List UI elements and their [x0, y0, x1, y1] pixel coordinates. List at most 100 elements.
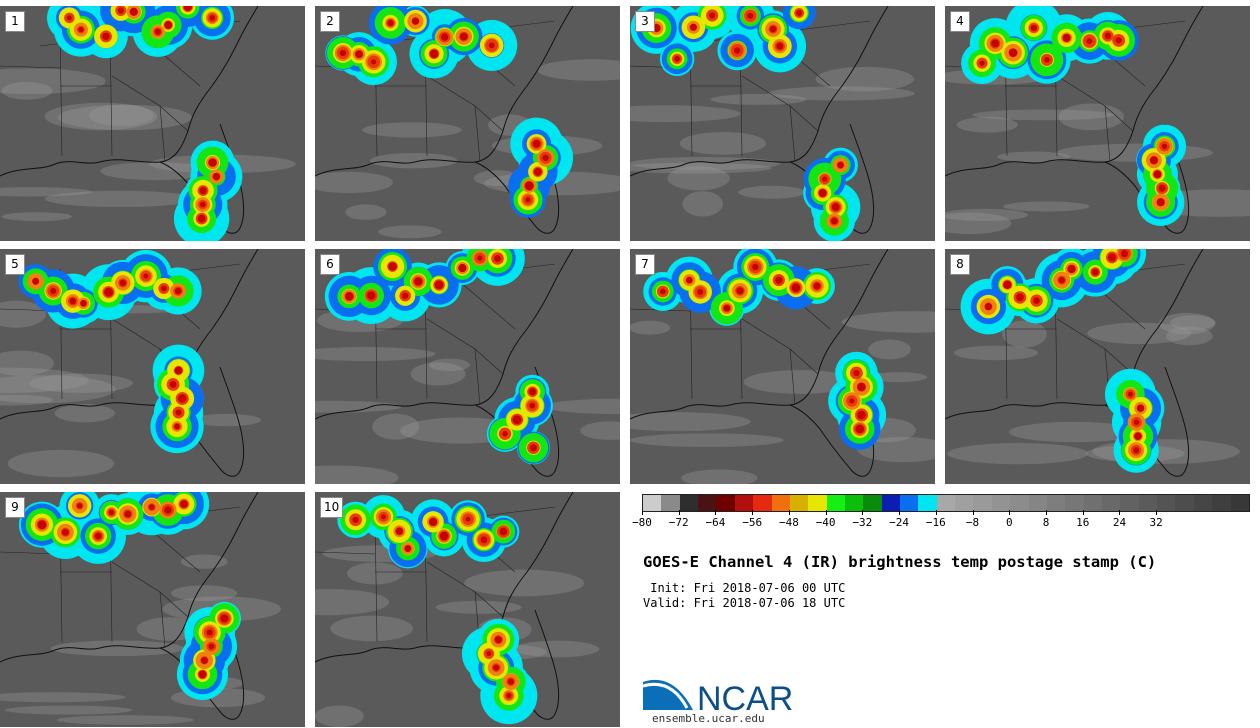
cirrus-cloud [0, 68, 106, 95]
cirrus-cloud [580, 421, 620, 440]
cirrus-cloud [0, 300, 46, 328]
panel-number: 9 [5, 497, 25, 518]
convective-cloud [747, 12, 754, 19]
cirrus-cloud [868, 339, 911, 360]
colorbar-tick-label: −72 [668, 516, 689, 529]
colorbar-swatch [1138, 495, 1158, 511]
convective-cloud [1120, 249, 1128, 258]
state-border [159, 105, 166, 163]
convective-cloud [180, 500, 188, 508]
convective-cloud [775, 276, 783, 284]
cirrus-cloud [315, 347, 436, 362]
ir-map [0, 249, 305, 484]
cirrus-cloud [681, 469, 758, 484]
panel-number: 5 [5, 254, 25, 275]
convective-cloud [199, 186, 207, 195]
cirrus-cloud [997, 151, 1071, 163]
colorbar-tick-label: 24 [1112, 516, 1127, 529]
cirrus-cloud [947, 442, 1089, 465]
cirrus-cloud [372, 413, 420, 440]
cirrus-cloud [0, 350, 54, 376]
convective-cloud [174, 287, 182, 295]
convective-cloud [855, 424, 865, 434]
colorbar-tick [1119, 510, 1121, 515]
convective-cloud [352, 516, 359, 523]
cirrus-cloud [945, 208, 1028, 222]
convective-cloud [439, 531, 449, 541]
cirrus-cloud [682, 191, 723, 217]
colorbar-swatch [881, 495, 901, 511]
coastline [0, 6, 259, 177]
convective-cloud [499, 527, 508, 536]
convective-cloud [1161, 143, 1168, 149]
cirrus-cloud [710, 94, 807, 105]
cirrus-cloud [330, 615, 413, 642]
convective-cloud [984, 302, 992, 311]
convective-cloud [507, 678, 514, 685]
colorbar-tick-label: −48 [778, 516, 799, 529]
convective-cloud [414, 277, 423, 286]
convective-cloud [979, 60, 985, 66]
cirrus-cloud [767, 86, 915, 101]
convective-cloud [411, 17, 420, 25]
convective-cloud [506, 693, 512, 699]
convective-cloud [524, 181, 534, 191]
coastline [1104, 123, 1190, 234]
colorbar-tick-label: 8 [1042, 516, 1050, 529]
convective-cloud [1091, 268, 1099, 276]
convective-cloud [169, 381, 177, 388]
convective-cloud [502, 431, 508, 437]
cirrus-cloud [429, 358, 470, 372]
convective-cloud [458, 264, 467, 273]
cirrus-cloud [630, 105, 741, 123]
cirrus-cloud [544, 398, 620, 414]
cirrus-cloud [435, 600, 522, 614]
convective-cloud [428, 517, 438, 527]
convective-cloud [154, 28, 161, 35]
convective-cloud [148, 504, 155, 511]
convective-cloud [200, 201, 206, 208]
convective-cloud [849, 398, 855, 404]
convective-cloud [813, 282, 821, 290]
colorbar-swatch [716, 495, 735, 511]
convective-cloud [104, 287, 113, 297]
forecast-panel: 1 [0, 6, 305, 241]
colorbar-swatch [679, 495, 699, 511]
convective-cloud [733, 47, 741, 54]
cirrus-cloud [345, 204, 387, 220]
colorbar-swatch [808, 495, 827, 511]
cirrus-cloud [1002, 201, 1090, 212]
convective-cloud [102, 32, 110, 41]
cirrus-cloud [378, 225, 442, 239]
forecast-panel: 2 [315, 6, 620, 241]
colorbar-swatch [1230, 495, 1249, 511]
colorbar-tick-label: −80 [632, 516, 652, 529]
cirrus-cloud [537, 59, 620, 81]
convective-cloud [94, 532, 102, 540]
colorbar-swatch [844, 495, 864, 511]
cirrus-cloud [315, 705, 364, 727]
cirrus-cloud [679, 131, 767, 155]
colorbar-swatch [826, 495, 845, 511]
colorbar-tick [972, 510, 974, 515]
cirrus-cloud [630, 320, 671, 335]
colorbar-tick [825, 510, 827, 515]
convective-cloud [175, 409, 182, 416]
convective-cloud [124, 510, 132, 518]
state-border [789, 105, 796, 163]
coastline [630, 6, 889, 177]
convective-cloud [528, 388, 537, 396]
svg-text:NCAR: NCAR [697, 680, 793, 714]
cirrus-cloud [1058, 103, 1124, 131]
convective-cloud [434, 280, 444, 290]
convective-cloud [791, 283, 801, 293]
colorbar-tick [935, 510, 937, 515]
convective-cloud [108, 509, 115, 516]
convective-cloud [1104, 32, 1112, 40]
panel-number: 7 [635, 254, 655, 275]
cirrus-cloud [315, 400, 402, 413]
ir-map [0, 492, 305, 727]
ir-map [315, 6, 620, 241]
cirrus-cloud [315, 465, 399, 484]
cirrus-cloud [464, 569, 585, 597]
